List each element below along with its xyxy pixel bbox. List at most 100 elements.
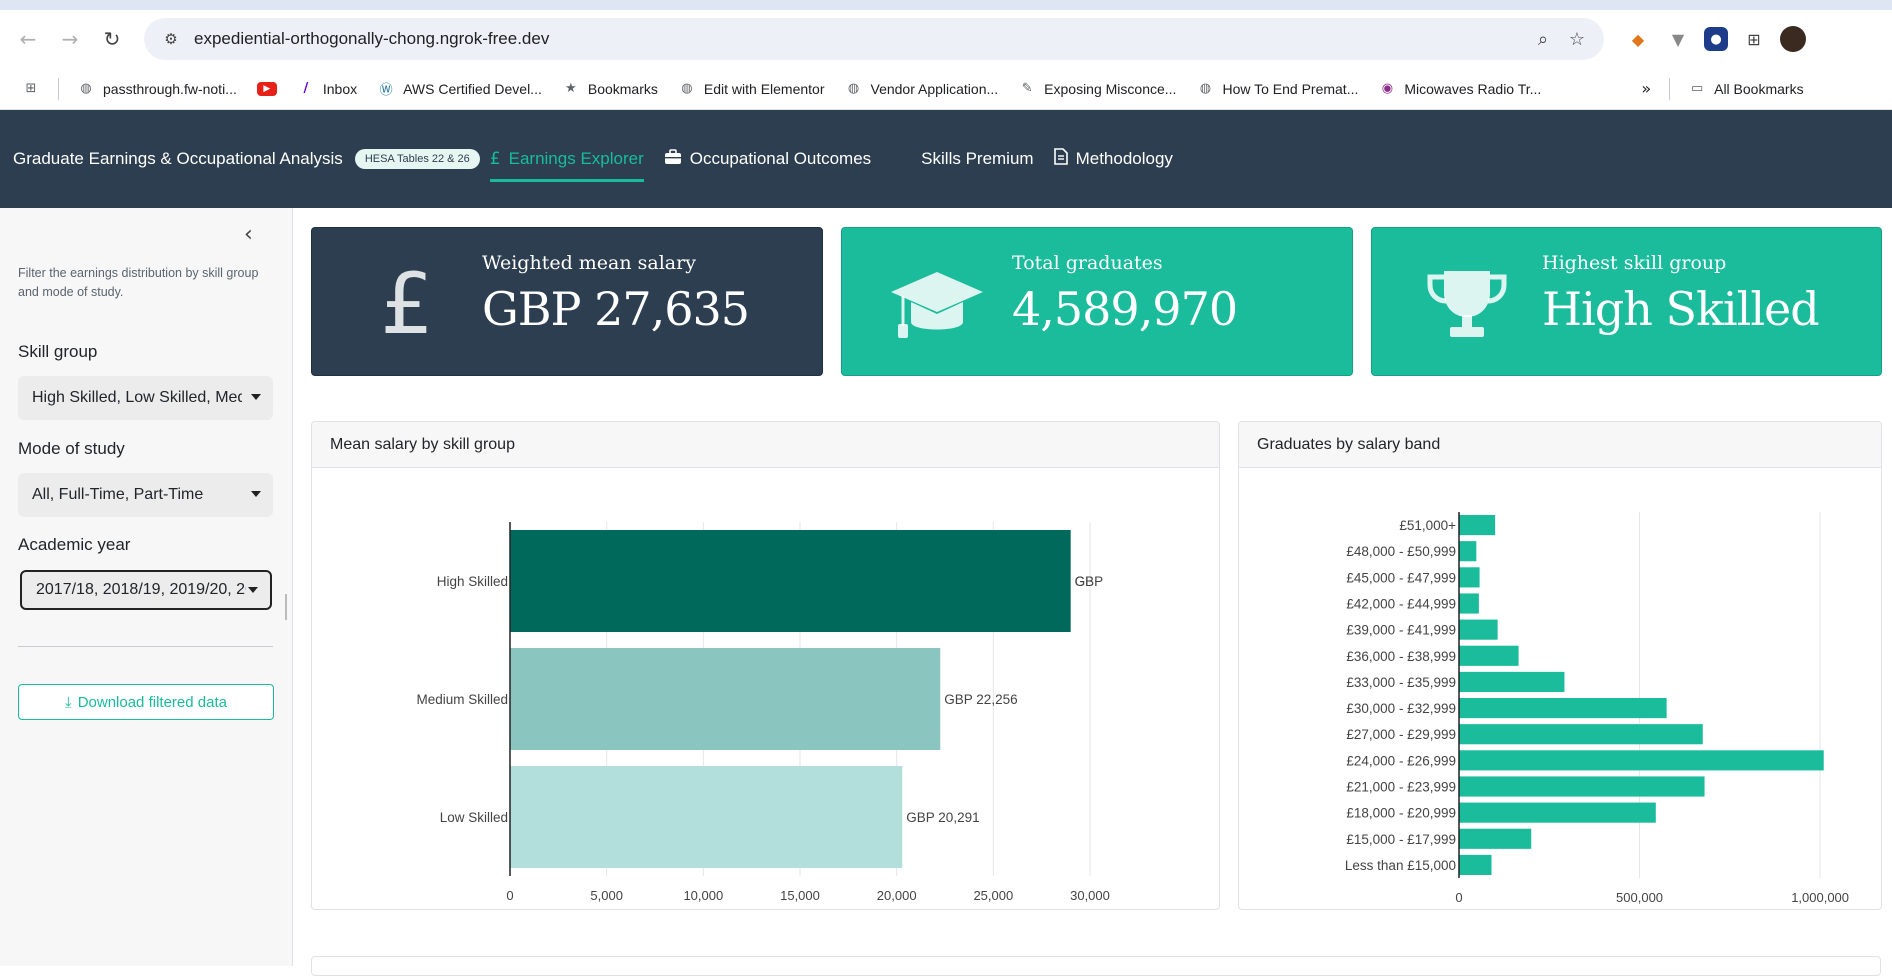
x-tick-label: 1,000,000 — [1791, 890, 1849, 905]
browser-toolbar: ← → ↻ ⚙ expediential-orthogonally-chong.… — [0, 10, 1892, 68]
bar — [1459, 854, 1492, 875]
bookmark-item[interactable]: / Inbox — [287, 74, 367, 104]
caret-down-icon — [248, 587, 258, 593]
bar — [1459, 828, 1532, 849]
zoom-icon[interactable]: ⌕ — [1537, 28, 1549, 50]
metamask-icon[interactable]: ◆ — [1631, 29, 1645, 49]
bookmark-item[interactable]: ✎ Exposing Misconce... — [1008, 74, 1186, 104]
globe-icon: ◍ — [681, 81, 693, 96]
download-data-button[interactable]: ⤓ Download filtered data — [18, 684, 274, 720]
bookmark-item[interactable]: ◍ How To End Premat... — [1186, 74, 1368, 104]
forward-icon[interactable]: → — [61, 27, 79, 51]
bookmark-label: Vendor Application... — [870, 80, 999, 97]
address-bar[interactable]: ⚙ expediential-orthogonally-chong.ngrok-… — [144, 18, 1604, 60]
bookmark-item[interactable]: ◍ passthrough.fw-noti... — [67, 74, 247, 104]
vee-extension-icon[interactable]: ▼ — [1671, 29, 1685, 49]
y-tick-label: £18,000 - £20,999 — [1346, 806, 1456, 821]
data-label: GBP 20,291 — [906, 810, 979, 825]
url-text[interactable]: expediential-orthogonally-chong.ngrok-fr… — [194, 29, 550, 48]
select-value: All, Full-Time, Part-Time — [32, 486, 204, 503]
x-tick-label: 20,000 — [877, 888, 917, 903]
briefcase-icon — [664, 148, 682, 170]
bookmark-item[interactable]: ◍ Edit with Elementor — [668, 74, 835, 104]
profile-avatar[interactable] — [1780, 26, 1806, 52]
value-box-title: Total graduates — [1012, 252, 1163, 274]
bookmark-item[interactable]: ▶ — [247, 74, 287, 104]
select-value: High Skilled, Low Skilled, Medium Skille… — [32, 389, 242, 406]
bar — [1459, 750, 1824, 771]
collapse-sidebar-icon[interactable]: ‹ — [244, 222, 253, 247]
extensions-area: ◆ ▼ ● ⊞ — [1624, 25, 1806, 53]
folder-icon: ▭ — [1690, 81, 1704, 96]
shield-extension-icon[interactable]: ● — [1704, 27, 1728, 51]
all-bookmarks-folder[interactable]: ▭ All Bookmarks — [1678, 74, 1813, 104]
site-settings-icon[interactable]: ⚙ — [164, 31, 178, 48]
y-tick-label: £42,000 - £44,999 — [1346, 597, 1456, 612]
bookmarks-divider — [1669, 77, 1671, 100]
browser-tab-strip — [0, 0, 1892, 10]
apps-grid-icon[interactable]: ⊞ — [25, 81, 37, 96]
mode-of-study-select[interactable]: All, Full-Time, Part-Time — [18, 473, 273, 517]
bookmark-star-icon[interactable]: ☆ — [1568, 28, 1586, 50]
bookmark-label: Micowaves Radio Tr... — [1404, 80, 1542, 97]
sidebar-help-text: Filter the earnings distribution by skil… — [18, 266, 259, 299]
salary-band-card: Graduates by salary band 0 500,000 1,000,0… — [1238, 421, 1882, 932]
extensions-puzzle-icon[interactable]: ⊞ — [1747, 29, 1761, 49]
card-title: Mean salary by skill group — [312, 422, 1219, 468]
bookmark-item[interactable]: ★ Bookmarks — [552, 74, 668, 104]
bookmark-label: All Bookmarks — [1714, 80, 1804, 97]
bookmark-label: Exposing Misconce... — [1044, 80, 1177, 97]
wordpress-icon: Ⓦ — [379, 83, 393, 98]
globe-icon: ◍ — [80, 81, 92, 96]
tab-methodology[interactable]: Methodology — [1048, 110, 1187, 208]
more-bookmarks-button[interactable]: » — [1641, 79, 1652, 98]
pound-icon: £ — [352, 260, 462, 350]
mean-salary-card: Mean salary by skill group 0 5,000 10,000 1… — [311, 421, 1222, 930]
bookmarks-bar: ⊞ ◍ passthrough.fw-noti... ▶ / Inbox Ⓦ AWS … — [0, 68, 1892, 110]
bookmark-item[interactable]: Ⓦ AWS Certified Devel... — [367, 74, 552, 104]
bar — [1459, 802, 1656, 823]
value-box-value: High Skilled — [1542, 282, 1820, 336]
star-icon: ★ — [565, 81, 577, 96]
mean-salary-chart[interactable]: 0 5,000 10,000 15,000 20,000 25,000 30,000 High… — [312, 468, 1222, 930]
skill-group-select[interactable]: High Skilled, Low Skilled, Medium Skille… — [18, 376, 273, 420]
reload-icon[interactable]: ↻ — [103, 27, 121, 51]
brush-icon: ✎ — [1021, 81, 1033, 96]
salary-band-chart[interactable]: 0 500,000 1,000,000 £51,000+ £48,000 - £50,9… — [1239, 468, 1881, 932]
bookmark-item[interactable]: ◍ Vendor Application... — [835, 74, 1009, 104]
bar — [1459, 593, 1479, 614]
data-label-clipped: GBP — [1075, 574, 1104, 589]
tab-earnings-explorer[interactable]: £ Earnings Explorer — [484, 110, 658, 208]
academic-year-select[interactable]: 2017/18, 2018/19, 2019/20, 2020/21 — [20, 570, 272, 610]
bar — [1459, 671, 1565, 692]
app-title: Graduate Earnings & Occupational Analysi… — [13, 149, 343, 168]
value-box-title: Highest skill group — [1542, 252, 1727, 274]
bookmark-label: Edit with Elementor — [703, 80, 825, 97]
tab-occupational-outcomes[interactable]: Occupational Outcomes — [658, 110, 885, 208]
bar — [510, 648, 941, 750]
y-tick-label: Low Skilled — [440, 810, 508, 825]
x-tick-label: 30,000 — [1070, 888, 1110, 903]
x-tick-label: 15,000 — [780, 888, 820, 903]
back-icon[interactable]: ← — [19, 27, 37, 51]
y-tick-label: £51,000+ — [1399, 518, 1456, 533]
x-tick-label: 5,000 — [590, 888, 623, 903]
bar — [1459, 698, 1667, 719]
bar — [1459, 515, 1496, 536]
bookmark-item[interactable]: ◉ Micowaves Radio Tr... — [1368, 74, 1551, 104]
y-tick-label: £15,000 - £17,999 — [1346, 832, 1456, 847]
sidebar-scrollbar[interactable] — [285, 594, 287, 620]
yahoo-icon: / — [303, 81, 309, 96]
bar — [510, 530, 1071, 632]
value-box-highest-skill: Highest skill group High Skilled — [1371, 227, 1882, 376]
value-box-value: GBP 27,635 — [482, 282, 750, 336]
globe-icon: ◍ — [847, 81, 860, 96]
tab-skills-premium[interactable]: Skills Premium — [915, 110, 1047, 208]
x-tick-label: 0 — [1455, 890, 1462, 905]
trophy-icon — [1412, 260, 1522, 350]
y-tick-label: High Skilled — [437, 574, 508, 589]
skill-group-label: Skill group — [18, 342, 98, 361]
y-tick-label: £36,000 - £38,999 — [1346, 649, 1456, 664]
y-tick-label: £24,000 - £26,999 — [1346, 753, 1456, 768]
x-tick-label: 500,000 — [1616, 890, 1663, 905]
